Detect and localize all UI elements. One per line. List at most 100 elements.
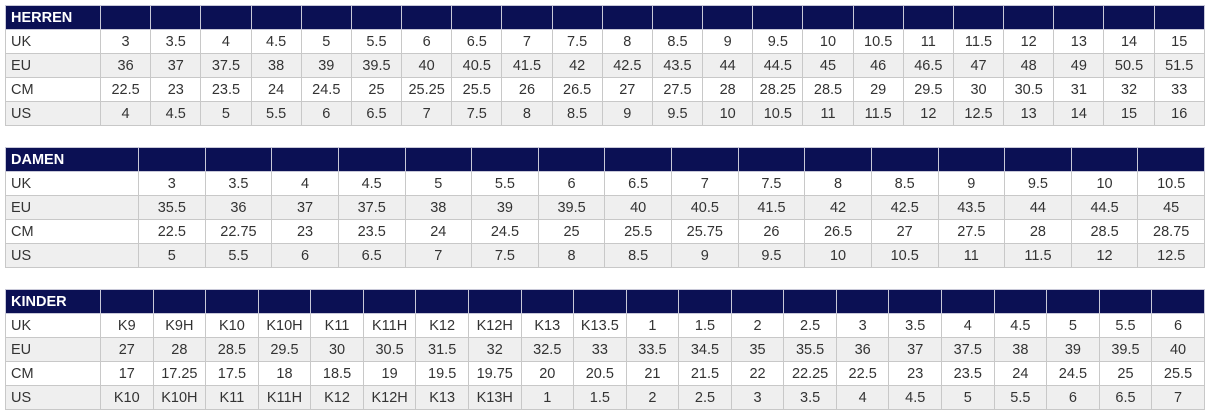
size-cell: 29: [852, 77, 904, 102]
size-cell: 39.5: [1098, 337, 1153, 362]
header-cell: [350, 5, 403, 30]
size-cell: 44: [702, 53, 754, 78]
size-cell: 7: [1151, 385, 1205, 410]
size-cell: 29.5: [902, 77, 954, 102]
size-cell: 40.5: [451, 53, 503, 78]
size-cell: 6: [300, 101, 352, 126]
size-cell: 17: [100, 361, 154, 386]
size-cell: 26.5: [804, 219, 872, 244]
size-cell: 11: [802, 101, 854, 126]
size-cell: 12: [1070, 243, 1139, 268]
size-cell: 5.5: [1098, 313, 1153, 338]
header-row: KINDER: [5, 289, 1205, 314]
size-cell: 21.5: [678, 361, 732, 386]
size-cell: 10.5: [752, 101, 804, 126]
size-cell: 32: [1103, 77, 1155, 102]
size-row: EU 36 37 37.5 38 39 39.5 40 40.5 41.5 42 42.5 43.5 44…: [5, 53, 1205, 78]
size-cell: 38: [250, 53, 302, 78]
size-cell: 25.5: [451, 77, 503, 102]
size-cell: 9.5: [737, 243, 806, 268]
size-cell: 9: [702, 29, 754, 54]
size-cell: 26.5: [551, 77, 603, 102]
header-cell: [200, 5, 252, 30]
size-table: KINDER UK K9 K9H K10 K10H K11 K11H K12 K12H K13 K13…: [5, 289, 1205, 410]
size-cell: 5.5: [471, 171, 539, 196]
size-cell: K13H: [467, 385, 522, 410]
size-cell: 40.5: [671, 195, 739, 220]
size-cell: 7: [404, 243, 473, 268]
size-cell: K12H: [362, 385, 417, 410]
size-cell: 28.5: [205, 337, 259, 362]
size-cell: 3: [730, 385, 785, 410]
header-cell: [471, 147, 539, 172]
header-cell: [1103, 5, 1155, 30]
size-cell: 3: [99, 29, 152, 54]
size-cell: 30.5: [1003, 77, 1055, 102]
size-cell: K11H: [257, 385, 312, 410]
size-cell: 39.5: [537, 195, 606, 220]
header-cell: [300, 5, 352, 30]
size-cell: 22.75: [204, 219, 273, 244]
size-cell: 24.5: [471, 219, 539, 244]
size-cell: 40: [1151, 337, 1205, 362]
row-label: US: [5, 101, 101, 126]
size-cell: 25: [537, 219, 606, 244]
size-cell: 8: [601, 29, 653, 54]
header-cell: [952, 5, 1005, 30]
size-cell: 23: [150, 77, 202, 102]
header-cell: [625, 289, 680, 314]
size-cell: 44.5: [1070, 195, 1139, 220]
size-cell: 3.5: [204, 171, 273, 196]
size-cell: 10: [802, 29, 854, 54]
size-cell: 17.5: [205, 361, 259, 386]
table-title: KINDER: [5, 289, 101, 314]
row-label: CM: [5, 77, 101, 102]
size-cell: K13: [520, 313, 575, 338]
size-cell: 6.5: [337, 243, 406, 268]
size-cell: K11: [310, 313, 364, 338]
size-cell: 28.75: [1137, 219, 1205, 244]
size-cell: 32.5: [520, 337, 575, 362]
header-cell: [993, 289, 1048, 314]
size-cell: 39: [1046, 337, 1100, 362]
header-cell: [671, 147, 739, 172]
size-cell: 34.5: [678, 337, 732, 362]
size-cell: 6.5: [451, 29, 503, 54]
size-cell: 25.5: [1151, 361, 1205, 386]
size-cell: 23.5: [200, 77, 252, 102]
header-cell: [573, 289, 627, 314]
size-cell: 5.5: [350, 29, 403, 54]
header-cell: [310, 289, 364, 314]
size-cell: 24: [250, 77, 302, 102]
size-cell: 38: [404, 195, 473, 220]
size-cell: 4: [99, 101, 152, 126]
size-cell: 22.5: [138, 219, 206, 244]
size-cell: 7: [671, 171, 739, 196]
size-cell: 10: [804, 243, 872, 268]
size-cell: 9: [671, 243, 739, 268]
header-cell: [941, 289, 995, 314]
size-row: US 4 4.5 5 5.5 6 6.5 7 7.5 8 8.5 9 9.5 10 10.5 11 11.5 12…: [5, 101, 1205, 126]
header-cell: [802, 5, 854, 30]
size-cell: 5: [200, 101, 252, 126]
size-cell: 8.5: [651, 29, 704, 54]
header-cell: [271, 147, 339, 172]
size-cell: 12.5: [952, 101, 1005, 126]
size-cell: 21: [625, 361, 680, 386]
header-cell: [401, 5, 453, 30]
header-row: DAMEN: [5, 147, 1205, 172]
size-cell: 25.75: [671, 219, 739, 244]
size-cell: 25.25: [401, 77, 453, 102]
size-cell: 10: [702, 101, 754, 126]
size-cell: 3: [138, 171, 206, 196]
size-cell: 10.5: [1137, 171, 1205, 196]
size-cell: 4: [835, 385, 890, 410]
size-cell: K10: [100, 385, 154, 410]
header-cell: [257, 289, 312, 314]
size-cell: 13: [1053, 29, 1105, 54]
size-cell: 50.5: [1103, 53, 1155, 78]
size-cell: 6: [1046, 385, 1100, 410]
size-cell: 19.75: [467, 361, 522, 386]
header-cell: [362, 289, 417, 314]
size-cell: 6: [537, 171, 606, 196]
